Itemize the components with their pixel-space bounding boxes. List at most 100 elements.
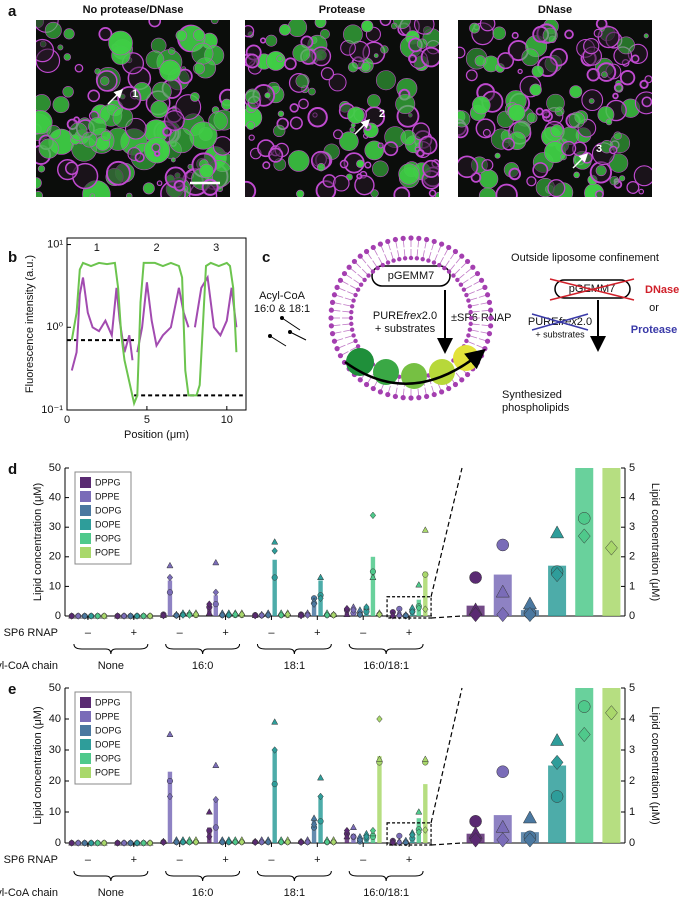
brace [256, 643, 332, 655]
inset-y-axis-label: Lipid concentration (μM) [649, 706, 661, 824]
lipid-head [362, 277, 367, 283]
vesicle [502, 137, 515, 151]
point [415, 828, 422, 836]
lipid-head [488, 323, 494, 329]
brace [348, 870, 424, 882]
point [252, 838, 259, 847]
point [496, 538, 509, 552]
vesicle [108, 30, 133, 56]
point [166, 561, 174, 569]
image-title: Protease [319, 4, 365, 16]
lipid-tail [349, 346, 357, 351]
point [310, 600, 318, 608]
point [363, 603, 370, 611]
point [173, 838, 180, 846]
point [376, 610, 383, 619]
panel-label: c [262, 249, 270, 266]
vesicle [284, 57, 297, 71]
lipid-head [370, 244, 376, 251]
vesicle [356, 173, 363, 180]
bar [167, 771, 173, 843]
protease-label: Protease [631, 324, 677, 336]
acyl-head [268, 334, 272, 338]
group-axis-label: Acyl-CoA chain [0, 660, 58, 672]
point [550, 754, 564, 770]
point [68, 612, 75, 620]
vesicle [100, 130, 112, 142]
inset-y-tick-label: 4 [629, 492, 635, 504]
point [238, 610, 245, 619]
lipid-head [408, 255, 414, 261]
point [146, 839, 154, 847]
lipid-head [468, 315, 474, 321]
condition-label: – [85, 854, 92, 866]
y-axis-label: Lipid concentration (μM) [32, 706, 44, 824]
vesicle [479, 20, 496, 32]
vesicle [561, 140, 577, 156]
point [271, 538, 279, 545]
lipid-tail [422, 250, 425, 258]
lipid-head [334, 346, 340, 352]
point [297, 838, 305, 847]
vesicle [156, 180, 163, 187]
legend-label: POPG [95, 753, 121, 763]
lipid-tail [416, 249, 419, 257]
point [271, 547, 278, 555]
point [120, 839, 128, 847]
legend-swatch [80, 767, 91, 778]
vesicle [44, 21, 62, 39]
brace [73, 643, 149, 655]
panel-label: b [8, 249, 17, 266]
vesicle [81, 131, 98, 148]
lipid-head [466, 298, 471, 303]
vesicle [279, 23, 291, 36]
vesicle [633, 165, 652, 187]
lipid-tail [378, 256, 383, 264]
point [278, 611, 285, 619]
lipid-head [464, 292, 469, 298]
point [166, 589, 173, 596]
vesicle [458, 155, 479, 179]
vesicle [370, 189, 379, 197]
vesicle [193, 62, 205, 75]
vesicle [418, 135, 438, 155]
point [271, 718, 279, 725]
lipid-tail [472, 310, 480, 313]
profile-label: 2 [153, 242, 159, 254]
point [192, 610, 200, 619]
point [206, 833, 213, 841]
inset-bar [602, 688, 621, 843]
vesicle [492, 26, 506, 40]
lipid-head [470, 264, 476, 270]
inset-bar [548, 765, 567, 843]
point [363, 833, 370, 841]
vesicle [364, 123, 372, 131]
lipid-head [341, 270, 348, 277]
point [206, 827, 213, 834]
vesicle [112, 107, 134, 128]
point [375, 755, 383, 762]
vesicle [569, 85, 583, 99]
or-label: or [649, 302, 659, 314]
vesicle [380, 45, 389, 54]
point [415, 604, 422, 612]
condition-axis-label: SP6 RNAP [4, 627, 58, 639]
point [88, 839, 95, 847]
lipid-tail [342, 323, 350, 326]
legend-swatch [80, 477, 91, 488]
lipid-head [439, 389, 445, 395]
vesicle [276, 55, 284, 63]
group-label: 16:0 [192, 660, 213, 672]
vesicle [481, 159, 494, 172]
lipid-tail [471, 329, 479, 332]
lipid-head [439, 241, 445, 247]
inset-y-tick-label: 0 [629, 837, 635, 849]
lipid-head [357, 253, 363, 259]
vesicle [246, 121, 256, 130]
lipid-head [468, 321, 473, 327]
point [469, 571, 482, 584]
lipid-head [486, 299, 493, 305]
micrographs: 1 2 3 [36, 20, 652, 197]
